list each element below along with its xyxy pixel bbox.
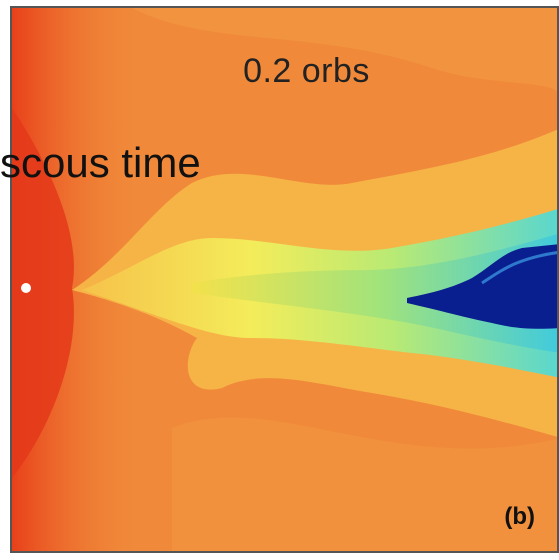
overlay-caption: scous time (0, 138, 300, 188)
upper-swirl (132, 8, 557, 92)
source-point (21, 283, 31, 293)
simulation-panel: 0.2 orbs (b) (10, 6, 559, 553)
core-edge (481, 251, 557, 285)
overlay-caption-text: scous time (0, 139, 201, 186)
time-label: 0.2 orbs (243, 52, 370, 90)
density-map (12, 8, 557, 551)
lower-swirl (172, 417, 557, 551)
jet-channel (192, 234, 557, 353)
panel-label: (b) (504, 503, 535, 530)
dense-blue-core (407, 244, 557, 329)
